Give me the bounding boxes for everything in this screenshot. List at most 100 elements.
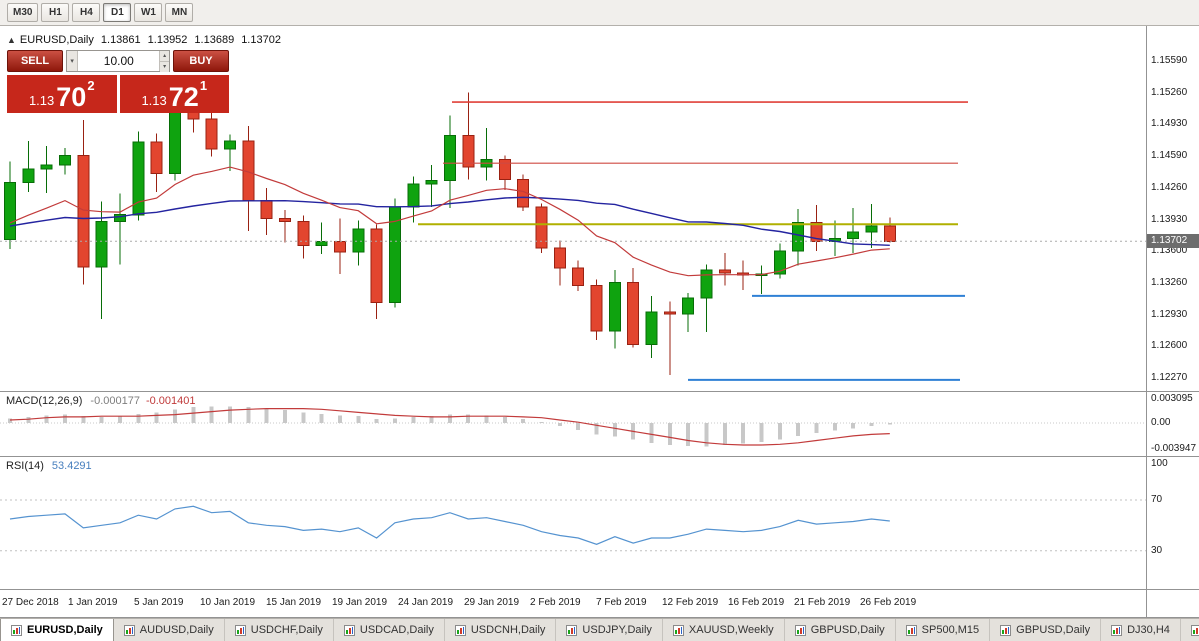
buy-button[interactable]: BUY [173,50,229,72]
chart-icon [672,624,684,636]
chart-icon [794,624,806,636]
ohlc-close: 1.13702 [241,34,281,46]
date-axis-label: 10 Jan 2019 [200,597,256,608]
chart-tab[interactable]: USDCAD,Daily [334,619,445,641]
chart-tab[interactable]: AUDUSD,Daily [114,619,225,641]
macd-axis-label: -0.003947 [1151,443,1197,454]
price-axis[interactable]: 1.15590 1.15260 1.14930 1.14590 1.14260 1.139… [1146,26,1199,391]
ask-prefix: 1.13 [141,93,167,109]
ask-fraction: 1 [199,78,208,93]
timeframe-toolbar: M30 H1 H4 D1 W1 MN [0,0,1199,26]
volume-up-button[interactable]: ▴ [160,51,169,62]
chart-tab[interactable]: EURUSD,Daily [0,619,114,641]
date-axis-label: 26 Feb 2019 [860,597,917,608]
chart-tab[interactable]: SP500,M15 [896,619,991,641]
macd-signal-value: -0.001401 [145,395,196,407]
chart-icon [343,624,355,636]
chart-tab[interactable]: XAUUSD,Weekly [663,619,785,641]
candlestick-chart[interactable] [0,26,1146,391]
rsi-label: RSI(14) 53.4291 [6,460,92,472]
candles-group [4,83,896,376]
chart-icon [234,624,246,636]
ask-pips: 72 [168,82,199,113]
bid-pips: 70 [56,82,87,113]
timeframe-button-h1[interactable]: H1 [41,3,70,22]
date-axis-label: 15 Jan 2019 [266,597,322,608]
price-axis-label: 1.14260 [1151,182,1188,193]
date-axis-label: 1 Jan 2019 [68,597,118,608]
one-click-toggle-icon[interactable]: ▲ [7,35,16,45]
price-axis-label: 1.13930 [1151,214,1188,225]
macd-chart[interactable] [0,392,1146,456]
chart-tab[interactable]: DJ30,H4 [1101,619,1181,641]
ask-price-display: 1.13 72 1 [119,75,229,113]
chart-tab-label: USDCAD,Daily [359,624,434,636]
one-click-trading-panel: SELL ▾ ▴ ▾ BUY 1.13 70 2 1.13 72 1 [7,50,229,113]
volume-control: ▾ ▴ ▾ [66,50,170,72]
rsi-axis[interactable]: 100 70 30 [1146,457,1199,589]
timeframe-button-mn[interactable]: MN [165,3,194,22]
rsi-line [9,505,890,545]
chart-tab[interactable]: USDCNH,Daily [445,619,557,641]
macd-main-value: -0.000177 [90,395,140,407]
chart-tab-label: GBPUSD,Daily [1016,624,1091,636]
timeframe-button-m30[interactable]: M30 [7,3,39,22]
volume-input[interactable] [78,51,160,71]
macd-signal-line [9,408,890,446]
timeframe-button-w1[interactable]: W1 [134,3,163,22]
chart-tab[interactable]: GBPUSD,Daily [990,619,1102,641]
chart-tab[interactable]: USDJPY,Daily [556,619,663,641]
chart-symbol: EURUSD,Daily [19,34,94,46]
chart-tab[interactable]: TECH100,H1 [1181,619,1199,641]
rsi-axis-label: 30 [1151,545,1163,556]
timeframe-button-h4[interactable]: H4 [72,3,101,22]
date-axis-label: 16 Feb 2019 [728,597,785,608]
chart-icon [1000,624,1012,636]
chart-tab-label: AUDUSD,Daily [139,624,214,636]
chart-tab-bar: EURUSD,Daily AUDUSD,Daily USDCHF,Daily USDC… [0,618,1199,641]
macd-name: MACD(12,26,9) [6,395,83,407]
macd-panel: 0.003095 0.00 -0.003947 MACD(12,26,9) -0.00… [0,392,1199,457]
volume-dropdown-icon[interactable]: ▾ [67,51,79,71]
chart-tab-label: USDCHF,Daily [250,624,323,636]
macd-axis-label: 0.003095 [1151,393,1193,404]
date-axis-label: 29 Jan 2019 [464,597,520,608]
ohlc-open: 1.13861 [100,34,141,46]
sell-button[interactable]: SELL [7,50,63,72]
date-axis-label: 19 Jan 2019 [332,597,388,608]
price-axis-label: 1.15260 [1151,87,1188,98]
chart-tab-label: DJ30,H4 [1127,624,1170,636]
date-axis-label: 7 Feb 2019 [596,597,647,608]
chart-icon [566,624,578,636]
macd-histogram [0,406,1146,447]
date-axis-label: 2 Feb 2019 [530,597,581,608]
date-axis[interactable]: 27 Dec 2018 1 Jan 2019 5 Jan 2019 10 Jan 20… [0,590,1199,618]
rsi-value: 53.4291 [51,460,92,472]
chart-tab-label: GBPUSD,Daily [810,624,885,636]
volume-down-button[interactable]: ▾ [160,62,169,72]
chart-tab-label: EURUSD,Daily [27,624,103,636]
timeframe-button-d1[interactable]: D1 [103,3,132,22]
bid-prefix: 1.13 [28,93,55,109]
ohlc-high: 1.13952 [147,34,188,46]
macd-axis[interactable]: 0.003095 0.00 -0.003947 [1146,392,1199,456]
bid-fraction: 2 [87,78,95,93]
price-axis-label: 1.13260 [1151,277,1188,288]
rsi-axis-label: 100 [1151,458,1168,469]
chart-icon [11,624,22,636]
date-axis-label: 12 Feb 2019 [662,597,719,608]
macd-label: MACD(12,26,9) -0.000177 -0.001401 [6,395,196,407]
rsi-axis-label: 70 [1151,494,1163,505]
chart-icon [1190,624,1199,636]
chart-icon [905,624,917,636]
chart-title: ▲ EURUSD,Daily 1.13861 1.13952 1.13689 1.1370… [7,34,281,46]
chart-tab[interactable]: GBPUSD,Daily [785,619,896,641]
chart-tab-label: SP500,M15 [921,624,980,636]
chart-tab[interactable]: USDCHF,Daily [225,619,334,641]
bid-price-display: 1.13 70 2 [7,75,117,113]
rsi-chart[interactable] [0,457,1146,589]
price-axis-label: 1.14590 [1151,150,1188,161]
price-axis-label: 1.15590 [1151,55,1188,66]
moving-average-slow [9,196,890,246]
chart-icon [123,624,135,636]
